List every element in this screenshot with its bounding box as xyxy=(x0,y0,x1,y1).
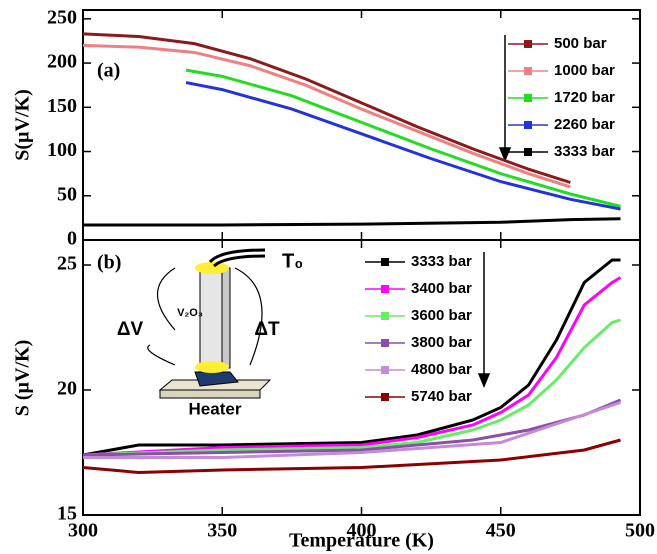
data-line xyxy=(185,81,621,211)
legend-marker xyxy=(524,67,532,75)
legend-marker xyxy=(524,121,532,129)
y-tick-label: 0 xyxy=(67,228,77,250)
annotation: Heater xyxy=(189,399,242,418)
data-line xyxy=(82,438,621,475)
y-tick-label: 15 xyxy=(57,503,77,525)
x-tick-label: 500 xyxy=(625,520,655,542)
legend-marker xyxy=(524,94,532,102)
legend-label: 3400 bar xyxy=(411,280,472,297)
y-tick-label: 20 xyxy=(57,378,77,400)
data-line xyxy=(83,217,621,227)
legend-marker xyxy=(381,393,389,401)
x-tick-label: 300 xyxy=(68,520,98,542)
y-tick-label: 25 xyxy=(57,253,77,275)
legend-marker xyxy=(381,285,389,293)
annotation: ΔV xyxy=(117,319,144,340)
legend-label: 5740 bar xyxy=(411,388,472,405)
legend-marker xyxy=(381,312,389,320)
y-tick-label: 250 xyxy=(47,6,77,28)
data-line xyxy=(82,318,621,457)
legend-marker xyxy=(524,40,532,48)
data-line xyxy=(185,68,621,208)
annotation: ΔT xyxy=(254,319,280,340)
legend-marker xyxy=(381,339,389,347)
legend-marker xyxy=(524,148,532,156)
legend-marker xyxy=(381,258,389,266)
legend-label: 1000 bar xyxy=(554,62,615,79)
legend-label: 3333 bar xyxy=(554,143,615,160)
x-tick-label: 350 xyxy=(207,520,237,542)
annotation: V₂O₃ xyxy=(177,307,203,319)
panel-label: (a) xyxy=(97,60,120,82)
y-tick-label: 200 xyxy=(47,51,77,73)
legend-label: 4800 bar xyxy=(411,361,472,378)
data-line xyxy=(82,43,571,189)
data-line xyxy=(82,276,622,457)
x-tick-label: 400 xyxy=(347,520,377,542)
legend-label: 3333 bar xyxy=(411,253,472,270)
annotation: T₀ xyxy=(282,250,303,272)
x-axis-label: Temperature (K) xyxy=(289,530,434,552)
x-tick-label: 450 xyxy=(486,520,516,542)
y-tick-label: 100 xyxy=(47,139,77,161)
data-line xyxy=(83,401,621,459)
inset-diagram xyxy=(147,248,272,399)
arrows xyxy=(477,35,512,388)
y-tick-label: 150 xyxy=(47,95,77,117)
legend-marker xyxy=(381,366,389,374)
legend-label: 1720 bar xyxy=(554,89,615,106)
y-axis-label: S(µV/K) xyxy=(12,89,34,161)
data-line xyxy=(82,258,621,457)
legend-label: 3600 bar xyxy=(411,307,472,324)
legend-label: 2260 bar xyxy=(554,116,615,133)
legend-label: 3800 bar xyxy=(411,334,472,351)
y-tick-label: 50 xyxy=(57,183,77,205)
y-axis-label: S (µV/K) xyxy=(12,340,34,417)
panel-label: (b) xyxy=(97,252,121,274)
plot-frame xyxy=(82,239,641,516)
data-line xyxy=(82,32,571,184)
legend-label: 500 bar xyxy=(554,35,607,52)
